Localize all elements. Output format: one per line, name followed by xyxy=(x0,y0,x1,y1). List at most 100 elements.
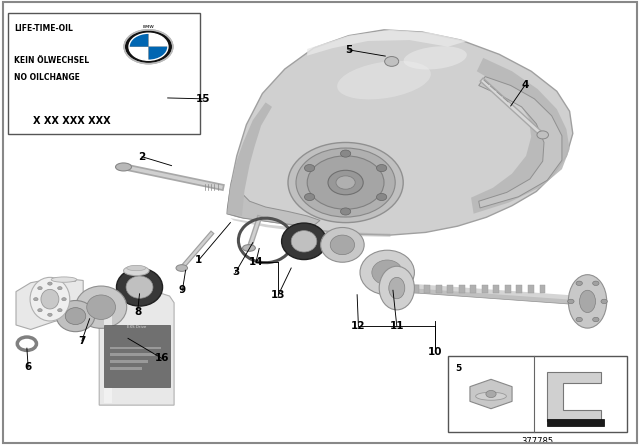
Ellipse shape xyxy=(116,268,163,306)
Ellipse shape xyxy=(47,313,52,316)
Polygon shape xyxy=(470,379,512,409)
Ellipse shape xyxy=(336,176,355,189)
Ellipse shape xyxy=(593,281,599,285)
Text: X XX XXX XXX: X XX XXX XXX xyxy=(33,116,111,125)
Circle shape xyxy=(124,30,173,64)
Ellipse shape xyxy=(360,250,415,295)
Polygon shape xyxy=(547,372,601,421)
Bar xyxy=(110,360,148,363)
Text: 3: 3 xyxy=(232,267,239,277)
Ellipse shape xyxy=(176,265,188,271)
Ellipse shape xyxy=(376,194,387,201)
Ellipse shape xyxy=(376,164,387,172)
Ellipse shape xyxy=(330,235,355,254)
Ellipse shape xyxy=(34,297,38,301)
Ellipse shape xyxy=(305,194,315,201)
Ellipse shape xyxy=(476,392,506,400)
Ellipse shape xyxy=(486,391,496,397)
Ellipse shape xyxy=(580,290,595,313)
Ellipse shape xyxy=(126,276,153,298)
Polygon shape xyxy=(230,218,390,237)
Ellipse shape xyxy=(568,275,607,328)
Bar xyxy=(110,367,142,370)
Ellipse shape xyxy=(41,289,59,309)
Ellipse shape xyxy=(576,317,582,322)
Polygon shape xyxy=(16,278,83,329)
Polygon shape xyxy=(471,58,570,214)
Ellipse shape xyxy=(282,223,326,259)
Ellipse shape xyxy=(58,287,62,290)
Ellipse shape xyxy=(576,281,582,285)
Ellipse shape xyxy=(296,148,396,217)
Text: 14: 14 xyxy=(249,257,263,267)
Polygon shape xyxy=(482,285,488,293)
Ellipse shape xyxy=(38,287,42,290)
Ellipse shape xyxy=(47,282,52,285)
Text: NO OILCHANGE: NO OILCHANGE xyxy=(14,73,80,82)
Polygon shape xyxy=(516,285,522,293)
FancyBboxPatch shape xyxy=(8,13,200,134)
Ellipse shape xyxy=(115,163,132,171)
Ellipse shape xyxy=(127,265,146,271)
Polygon shape xyxy=(479,77,562,208)
Polygon shape xyxy=(227,103,272,216)
Ellipse shape xyxy=(389,277,405,299)
Ellipse shape xyxy=(243,245,255,251)
Polygon shape xyxy=(397,285,582,305)
Polygon shape xyxy=(528,285,534,293)
Polygon shape xyxy=(104,305,112,403)
Polygon shape xyxy=(227,180,320,226)
Text: 10: 10 xyxy=(428,347,442,357)
Text: 1: 1 xyxy=(195,255,202,266)
Polygon shape xyxy=(99,272,174,405)
Polygon shape xyxy=(397,283,582,301)
Bar xyxy=(104,325,170,388)
FancyBboxPatch shape xyxy=(448,356,627,432)
Polygon shape xyxy=(227,30,573,235)
Ellipse shape xyxy=(601,299,607,304)
Ellipse shape xyxy=(537,131,548,139)
Bar xyxy=(110,347,161,349)
Polygon shape xyxy=(307,30,467,56)
Polygon shape xyxy=(436,285,442,293)
Wedge shape xyxy=(129,47,148,60)
Polygon shape xyxy=(413,285,419,293)
Text: 5: 5 xyxy=(345,45,353,55)
Ellipse shape xyxy=(379,266,415,310)
Ellipse shape xyxy=(58,309,62,312)
Text: EXS Drive: EXS Drive xyxy=(127,325,146,329)
Ellipse shape xyxy=(30,277,70,321)
Ellipse shape xyxy=(372,260,403,285)
Wedge shape xyxy=(148,33,168,47)
Text: 13: 13 xyxy=(271,290,285,300)
Text: 8: 8 xyxy=(134,306,141,317)
Text: 16: 16 xyxy=(155,353,169,363)
Polygon shape xyxy=(447,285,453,293)
Ellipse shape xyxy=(87,295,116,319)
Text: 15: 15 xyxy=(196,94,211,104)
Ellipse shape xyxy=(307,156,384,209)
Ellipse shape xyxy=(65,308,86,324)
Ellipse shape xyxy=(76,286,127,328)
Ellipse shape xyxy=(291,231,317,252)
Ellipse shape xyxy=(38,309,42,312)
Text: 11: 11 xyxy=(390,321,404,331)
Wedge shape xyxy=(129,33,148,47)
Text: 12: 12 xyxy=(351,321,365,331)
Text: 9: 9 xyxy=(179,285,186,295)
Text: 4: 4 xyxy=(521,81,529,90)
Wedge shape xyxy=(148,47,168,60)
Ellipse shape xyxy=(56,301,95,332)
Ellipse shape xyxy=(404,46,467,69)
Ellipse shape xyxy=(51,277,77,282)
Text: 2: 2 xyxy=(138,152,146,162)
Text: 7: 7 xyxy=(78,336,86,345)
Polygon shape xyxy=(493,285,499,293)
Text: LIFE-TIME-OIL: LIFE-TIME-OIL xyxy=(14,25,73,34)
Ellipse shape xyxy=(305,164,315,172)
Polygon shape xyxy=(459,285,465,293)
Ellipse shape xyxy=(385,56,399,66)
Ellipse shape xyxy=(340,150,351,157)
Bar xyxy=(547,419,604,426)
Polygon shape xyxy=(540,285,545,293)
